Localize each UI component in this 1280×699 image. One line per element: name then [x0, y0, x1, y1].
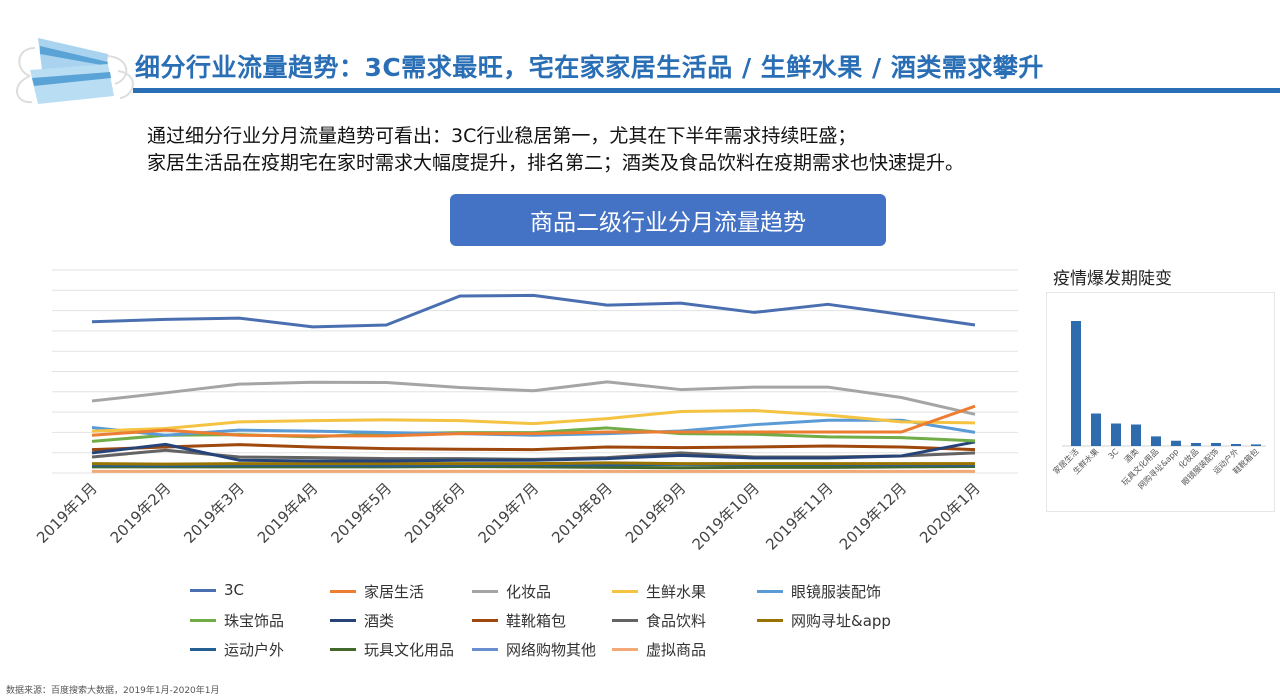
bar-label: 酒类: [1122, 446, 1140, 464]
bar: [1151, 436, 1161, 446]
bar: [1211, 443, 1221, 446]
page-title: 细分行业流量趋势：3C需求最旺，宅在家家居生活品 / 生鲜水果 / 酒类需求攀升: [135, 53, 1044, 82]
face-mask-icon: [16, 38, 134, 104]
legend-swatch: [612, 590, 638, 593]
legend-label: 化妆品: [506, 583, 552, 601]
legend-swatch: [472, 590, 498, 593]
legend-swatch: [472, 619, 498, 622]
legend-item: 运动户外: [190, 639, 284, 660]
bar: [1191, 443, 1201, 446]
series-line-11: [92, 465, 976, 470]
side-chart-title: 疫情爆发期陡变: [1053, 269, 1172, 289]
legend-label: 家居生活: [364, 583, 425, 601]
bar: [1251, 444, 1261, 446]
legend-swatch: [330, 619, 356, 622]
legend-item: 3C: [190, 581, 244, 599]
legend-swatch: [757, 590, 783, 593]
legend-label: 眼镜服装配饰: [791, 583, 882, 601]
legend-label: 运动户外: [224, 641, 285, 659]
bar-label: 3C: [1106, 447, 1120, 461]
series-line-1: [91, 404, 976, 438]
legend-item: 食品饮料: [612, 610, 706, 631]
legend-item: 网络购物其他: [472, 639, 596, 660]
bar: [1131, 424, 1141, 446]
legend-swatch: [190, 588, 216, 592]
bar: [1071, 321, 1081, 446]
legend-label: 玩具文化用品: [364, 641, 455, 659]
legend-swatch: [612, 619, 638, 622]
chart-title: 商品二级行业分月流量趋势: [450, 194, 886, 246]
series-line-6: [91, 440, 976, 463]
series-line-7: [91, 443, 976, 452]
series-line-3: [91, 408, 976, 433]
legend-label: 鞋靴箱包: [506, 612, 567, 630]
legend-label: 网购寻址&app: [791, 612, 891, 630]
legend-swatch: [330, 648, 356, 651]
legend-item: 玩具文化用品: [330, 639, 454, 660]
side-chart-frame: [1046, 292, 1275, 512]
legend-item: 生鲜水果: [612, 581, 706, 602]
series-line-9: [91, 461, 975, 466]
title-underline: [133, 88, 1280, 93]
bar: [1171, 440, 1181, 446]
legend-label: 网络购物其他: [506, 641, 597, 659]
legend-label: 珠宝饰品: [224, 612, 285, 630]
legend-label: 生鲜水果: [646, 583, 707, 601]
legend-item: 酒类: [330, 610, 394, 631]
legend-swatch: [190, 619, 216, 622]
bar: [1091, 413, 1101, 446]
legend-item: 鞋靴箱包: [472, 610, 566, 631]
legend-item: 网购寻址&app: [757, 610, 891, 631]
series-line-2: [91, 380, 976, 416]
legend-swatch: [330, 590, 356, 593]
legend-item: 珠宝饰品: [190, 610, 284, 631]
legend-swatch: [190, 648, 216, 651]
legend-item: 化妆品: [472, 581, 551, 602]
data-source-note: 数据来源：百度搜索大数据，2019年1月-2020年1月: [6, 686, 220, 696]
series-line-0: [91, 293, 976, 329]
line-chart: 2019年1月 2019年2月 2019年3月 2019年4月 2019年5月 2019年…: [33, 269, 1018, 554]
legend-swatch: [472, 648, 498, 651]
description-line-1: 通过细分行业分月流量趋势可看出：3C行业稳居第一，尤其在下半年需求持续旺盛；: [147, 125, 857, 147]
legend-item: 家居生活: [330, 581, 424, 602]
description-line-2: 家居生活品在疫期宅在家时需求大幅度提升，排名第二；酒类及食品饮料在疫期需求也快速…: [147, 152, 965, 174]
legend-swatch: [612, 648, 638, 651]
legend-item: 虚拟商品: [612, 639, 706, 660]
legend-swatch: [757, 619, 783, 622]
legend-label: 食品饮料: [646, 612, 707, 630]
series-line-4: [91, 418, 976, 437]
legend-label: 酒类: [364, 612, 395, 630]
legend-label: 3C: [224, 581, 245, 599]
legend-label: 虚拟商品: [646, 641, 707, 659]
bar: [1111, 423, 1121, 446]
legend-item: 眼镜服装配饰: [757, 581, 881, 602]
bar: [1231, 444, 1241, 446]
